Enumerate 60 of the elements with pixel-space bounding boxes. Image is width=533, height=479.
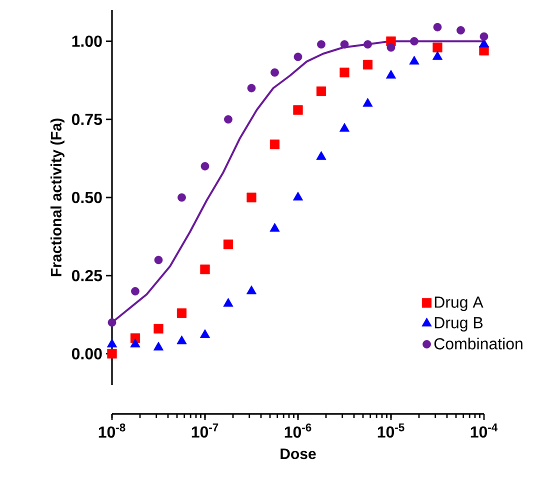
point: [316, 86, 326, 96]
point: [154, 256, 163, 264]
point: [292, 192, 304, 200]
point: [270, 68, 279, 77]
point: [176, 335, 187, 344]
point: [478, 38, 490, 48]
point: [176, 308, 187, 318]
point: [316, 151, 326, 160]
point: [200, 264, 210, 274]
y-tick-label: 1.00: [72, 36, 102, 47]
legend-label: Drug A: [434, 296, 484, 312]
point: [410, 37, 418, 46]
point: [153, 342, 164, 350]
y-tick-label: 0.00: [72, 348, 102, 360]
point: [432, 51, 443, 60]
point: [270, 222, 280, 232]
point: [340, 68, 350, 78]
point: [294, 52, 302, 62]
point: [200, 329, 210, 338]
point: [433, 22, 442, 32]
point: [362, 60, 373, 70]
point: [480, 32, 488, 41]
x-tick-label: 10$^{-7}$: [192, 424, 218, 438]
y-tick-label: 0.25: [72, 270, 102, 282]
x-tick-label: 10$^{-4}$: [470, 424, 498, 438]
point: [154, 324, 164, 334]
x-axis-title: Dose: [280, 448, 316, 460]
point: [130, 338, 140, 348]
x-tick-label: 10$^{-5}$: [378, 424, 404, 438]
y-axis-title: Fractional activity (Fa): [50, 118, 64, 276]
point: [131, 287, 140, 296]
point: [247, 84, 256, 92]
legend-label: Combination: [434, 338, 522, 350]
point: [386, 70, 396, 79]
legend-label: Drug B: [434, 317, 483, 332]
point: [362, 98, 373, 107]
point: [339, 122, 350, 132]
point: [270, 140, 280, 150]
y-tick-label: 0.50: [72, 192, 102, 204]
point: [224, 115, 232, 124]
x-tick-label: 10$^{-6}$: [284, 424, 312, 438]
point: [200, 162, 210, 170]
point: [246, 285, 257, 294]
point: [108, 318, 116, 327]
point: [246, 192, 256, 202]
point: [386, 43, 396, 52]
point: [317, 40, 326, 49]
point: [107, 348, 117, 359]
y-tick-label: 0.75: [72, 114, 102, 126]
point: [340, 40, 349, 49]
point: [178, 193, 186, 202]
x-tick-label: 10$^{-8}$: [98, 424, 126, 438]
point: [456, 26, 465, 35]
point: [409, 56, 420, 65]
point: [293, 105, 303, 115]
point: [223, 298, 234, 307]
point: [106, 338, 118, 348]
point: [432, 42, 442, 52]
point: [364, 40, 372, 49]
point: [223, 240, 234, 250]
